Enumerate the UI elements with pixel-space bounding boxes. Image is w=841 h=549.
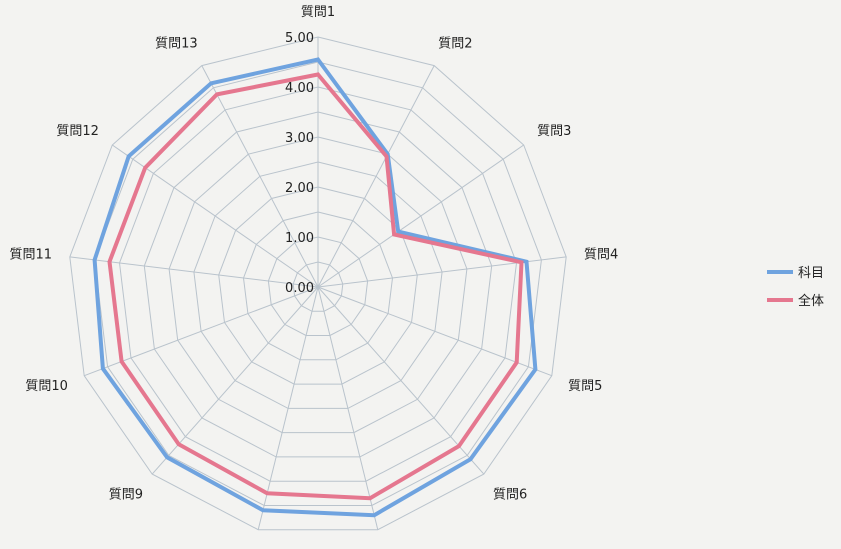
grid-ring bbox=[143, 111, 493, 458]
axis-label: 質問2 bbox=[438, 37, 472, 52]
axis-label: 質問4 bbox=[584, 248, 618, 263]
grid-spoke bbox=[317, 286, 552, 377]
grid-spoke bbox=[317, 144, 524, 288]
grid-ring bbox=[267, 236, 369, 336]
grid-spoke bbox=[317, 286, 485, 475]
axis-label: 質問9 bbox=[109, 488, 143, 503]
grid bbox=[69, 36, 567, 531]
axis-label: 質問12 bbox=[56, 124, 99, 139]
axis-label: 質問3 bbox=[537, 124, 571, 139]
axis-label: 質問10 bbox=[25, 379, 68, 394]
legend-label-2: 全体 bbox=[798, 293, 824, 309]
tick-label: 2.00 bbox=[285, 181, 314, 196]
grid-spoke bbox=[317, 65, 435, 288]
axis-label: 質問11 bbox=[9, 248, 52, 263]
grid-spoke bbox=[151, 286, 319, 475]
grid-ring bbox=[94, 61, 542, 506]
tick-label: 5.00 bbox=[285, 31, 314, 46]
tick-label: 0.00 bbox=[285, 281, 314, 296]
grid-ring bbox=[69, 36, 567, 531]
axis-labels: 質問1質問2質問3質問4質問5質問6質問7質問8質問9質問10質問11質問12質… bbox=[9, 5, 618, 503]
axis-label: 質問13 bbox=[155, 37, 198, 52]
axis-label: 質問6 bbox=[493, 488, 527, 503]
grid-ring bbox=[193, 161, 443, 409]
grid-ring bbox=[292, 261, 344, 312]
grid-ring bbox=[118, 86, 518, 482]
grid-ring bbox=[242, 211, 394, 361]
tick-label: 4.00 bbox=[285, 81, 314, 96]
tick-label: 3.00 bbox=[285, 131, 314, 146]
tick-label: 1.00 bbox=[285, 231, 314, 246]
axis-label: 質問1 bbox=[301, 5, 335, 20]
series-line-2 bbox=[107, 72, 524, 501]
grid-spoke bbox=[201, 65, 319, 288]
grid-ring bbox=[168, 136, 468, 434]
series-line-1 bbox=[92, 57, 538, 518]
grid-spoke bbox=[257, 286, 319, 530]
tick-labels: 0.00 1.00 2.00 3.00 4.00 5.00 bbox=[285, 31, 314, 296]
axis-label: 質問5 bbox=[568, 379, 602, 394]
series-lines bbox=[92, 57, 538, 518]
legend-label-1: 科目 bbox=[798, 266, 824, 281]
grid-spoke bbox=[317, 286, 379, 530]
